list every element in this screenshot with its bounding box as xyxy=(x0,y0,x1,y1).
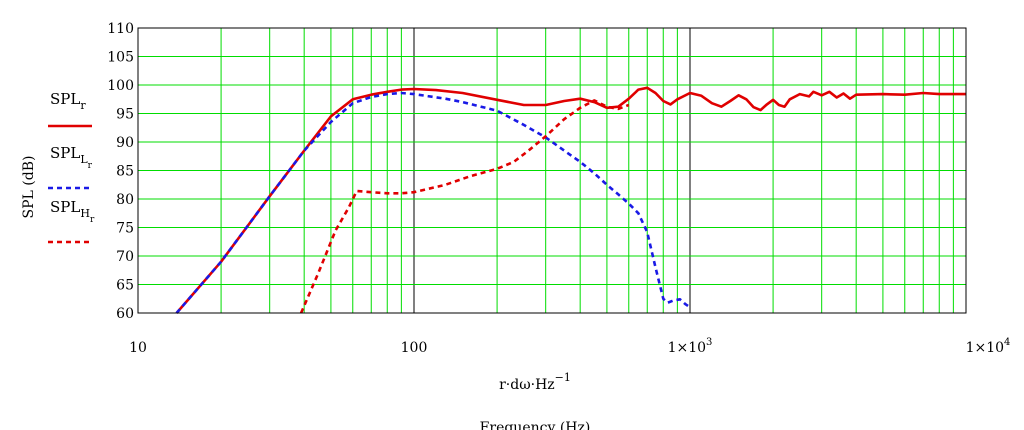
x-axis-expression-exponent: −1 xyxy=(555,371,571,384)
y-tick-label: 105 xyxy=(107,50,134,66)
y-axis-label: SPL (dB) xyxy=(21,156,37,219)
y-tick-labels: 60 65 70 75 80 85 90 95 100 105 110 xyxy=(107,21,134,322)
y-tick-label: 75 xyxy=(116,221,134,237)
y-tick-label: 100 xyxy=(107,78,134,94)
y-tick-label: 65 xyxy=(116,278,134,294)
x-tick-label: 1×103 xyxy=(668,337,713,356)
y-tick-label: 95 xyxy=(116,107,134,123)
legend-label-0: SPLr xyxy=(50,90,86,112)
plot-frame xyxy=(137,27,967,314)
y-tick-label: 60 xyxy=(116,306,134,322)
x-axis-expression-base: r·dω·Hz xyxy=(499,377,555,393)
x-tick-label: 10 xyxy=(129,340,147,356)
y-tick-label: 110 xyxy=(107,21,134,37)
grid xyxy=(138,28,966,313)
series-line-2 xyxy=(299,99,630,314)
legend-label-1: SPLLr xyxy=(50,144,93,171)
y-tick-label: 90 xyxy=(116,135,134,151)
x-tick-label: 1×104 xyxy=(966,337,1011,356)
series-line-0 xyxy=(175,86,966,314)
x-tick-labels: 10 100 1×103 1×104 xyxy=(129,337,1010,356)
y-tick-label: 70 xyxy=(116,249,134,265)
x-tick-label: 100 xyxy=(401,340,428,356)
series-layer xyxy=(175,86,966,314)
x-axis-label: Frequency (Hz) xyxy=(480,420,591,430)
legend: SPLr SPLLr SPLHr xyxy=(48,90,95,244)
legend-label-2: SPLHr xyxy=(50,198,95,225)
x-axis-expression: r·dω·Hz−1 xyxy=(499,371,571,393)
series-line-1 xyxy=(175,91,691,314)
y-tick-label: 85 xyxy=(116,164,134,180)
y-tick-label: 80 xyxy=(116,192,134,208)
